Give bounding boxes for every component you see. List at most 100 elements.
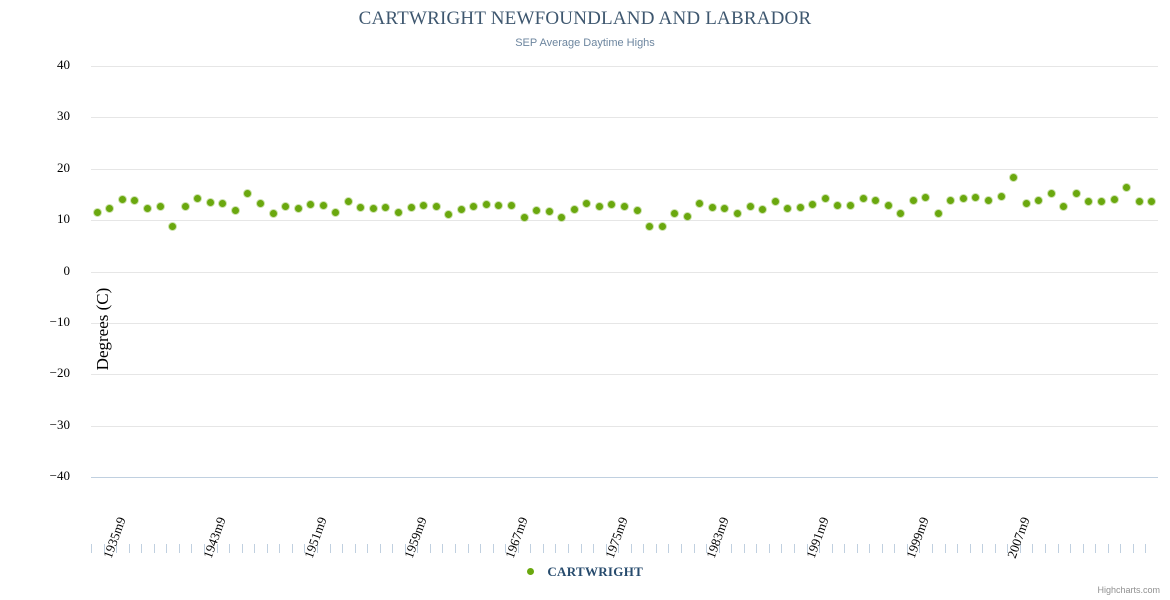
data-point[interactable] (495, 201, 503, 209)
data-point[interactable] (821, 195, 829, 203)
gridline (91, 322, 1158, 324)
data-point[interactable] (859, 195, 867, 203)
data-point[interactable] (696, 200, 704, 208)
x-axis-tick (304, 544, 305, 553)
data-point[interactable] (533, 206, 541, 214)
data-point[interactable] (872, 197, 880, 205)
data-point[interactable] (520, 214, 528, 222)
data-point[interactable] (595, 202, 603, 210)
data-point[interactable] (1098, 197, 1105, 205)
data-point[interactable] (922, 194, 930, 202)
data-point[interactable] (985, 197, 993, 205)
data-point[interactable] (420, 201, 428, 209)
data-point[interactable] (683, 212, 691, 220)
data-point[interactable] (445, 211, 453, 219)
data-point[interactable] (846, 201, 854, 209)
data-point[interactable] (1123, 184, 1131, 192)
data-point[interactable] (796, 203, 804, 211)
data-point[interactable] (307, 201, 315, 209)
data-point[interactable] (256, 200, 264, 208)
data-point[interactable] (809, 201, 817, 209)
data-point[interactable] (1085, 198, 1093, 206)
data-point[interactable] (733, 209, 741, 217)
x-axis-tick (405, 544, 406, 553)
data-point[interactable] (206, 199, 214, 207)
data-point[interactable] (1060, 202, 1068, 210)
data-point[interactable] (834, 202, 842, 210)
x-axis-tick (104, 544, 105, 553)
data-point[interactable] (118, 196, 126, 204)
data-point[interactable] (382, 203, 390, 211)
data-point[interactable] (231, 207, 239, 215)
data-point[interactable] (244, 189, 252, 197)
x-axis-tick (945, 544, 946, 553)
data-point[interactable] (432, 203, 440, 211)
data-point[interactable] (570, 206, 578, 214)
data-point[interactable] (143, 205, 151, 213)
data-point[interactable] (771, 198, 779, 206)
data-point[interactable] (219, 200, 227, 208)
data-point[interactable] (131, 197, 139, 205)
data-point[interactable] (1072, 190, 1080, 198)
data-point[interactable] (897, 210, 905, 218)
data-point[interactable] (1135, 197, 1143, 205)
data-point[interactable] (457, 206, 465, 214)
data-point[interactable] (181, 203, 189, 211)
data-point[interactable] (633, 206, 641, 214)
x-axis-tick (380, 544, 381, 553)
chart-title: CARTWRIGHT NEWFOUNDLAND AND LABRADOR (358, 8, 812, 29)
data-point[interactable] (1110, 196, 1118, 204)
legend-item-cartwright[interactable]: CARTWRIGHT (526, 563, 644, 581)
data-point[interactable] (608, 201, 616, 209)
x-axis-tick-label: 1991m9 (802, 514, 832, 561)
data-point[interactable] (721, 204, 729, 212)
data-point[interactable] (746, 203, 754, 211)
data-point[interactable] (959, 195, 967, 203)
data-point[interactable] (106, 204, 114, 212)
data-point[interactable] (972, 194, 980, 202)
data-point[interactable] (884, 201, 892, 209)
x-axis-tick (1120, 544, 1121, 553)
data-point[interactable] (1010, 173, 1018, 181)
data-point[interactable] (1047, 189, 1055, 197)
data-point[interactable] (621, 203, 628, 211)
data-point[interactable] (909, 197, 917, 205)
data-point[interactable] (407, 203, 415, 211)
data-point[interactable] (1035, 197, 1043, 205)
data-point[interactable] (470, 203, 478, 211)
data-point[interactable] (1148, 197, 1156, 205)
data-point[interactable] (784, 205, 792, 213)
data-point[interactable] (395, 209, 403, 217)
data-point[interactable] (658, 222, 666, 230)
data-point[interactable] (282, 203, 290, 211)
data-point[interactable] (357, 204, 365, 212)
data-point[interactable] (169, 222, 177, 230)
data-point[interactable] (759, 205, 767, 213)
data-point[interactable] (545, 208, 553, 216)
data-point[interactable] (646, 222, 654, 230)
data-point[interactable] (93, 209, 101, 217)
data-point[interactable] (934, 210, 942, 218)
data-point[interactable] (156, 203, 164, 211)
data-point[interactable] (319, 201, 327, 209)
data-point[interactable] (194, 195, 202, 203)
data-point[interactable] (294, 204, 302, 212)
data-point[interactable] (708, 203, 716, 211)
data-point[interactable] (344, 197, 352, 205)
data-point[interactable] (558, 213, 566, 221)
x-axis-tick (1133, 544, 1134, 553)
data-point[interactable] (671, 210, 679, 218)
data-point[interactable] (332, 209, 340, 217)
gridline (91, 425, 1158, 427)
x-axis-tick (694, 544, 695, 553)
x-axis-tick (166, 544, 167, 553)
legend-item-label: CARTWRIGHT (547, 563, 644, 579)
data-point[interactable] (369, 205, 377, 213)
data-point[interactable] (947, 197, 955, 205)
data-point[interactable] (269, 210, 277, 218)
data-point[interactable] (583, 200, 591, 208)
data-point[interactable] (508, 201, 516, 209)
data-point[interactable] (482, 201, 490, 209)
data-point[interactable] (1022, 199, 1030, 207)
data-point[interactable] (997, 192, 1005, 200)
